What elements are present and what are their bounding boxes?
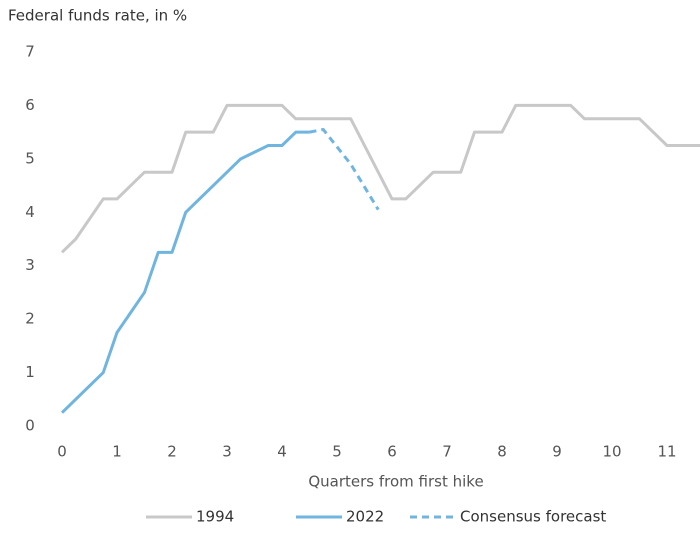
x-tick-label: 3 (222, 443, 232, 461)
x-tick-label: 6 (387, 443, 397, 461)
series-line (60, 103, 700, 254)
legend-label: 2022 (346, 508, 384, 526)
x-tick-label: 9 (552, 443, 562, 461)
y-tick-label: 4 (25, 203, 35, 221)
x-tick-label: 4 (277, 443, 287, 461)
x-tick-label: 0 (57, 443, 67, 461)
x-axis-title: Quarters from first hike (308, 473, 483, 491)
series-line (60, 130, 310, 414)
y-tick-label: 5 (25, 149, 35, 167)
y-tick-label: 7 (25, 43, 35, 61)
series-line (309, 127, 380, 211)
x-tick-label: 2 (167, 443, 177, 461)
legend-label: Consensus forecast (460, 508, 606, 526)
y-tick-label: 3 (25, 256, 35, 274)
y-tick-label: 0 (25, 417, 35, 435)
x-tick-label: 7 (442, 443, 452, 461)
y-tick-label: 2 (25, 310, 35, 328)
x-tick-label: 8 (497, 443, 507, 461)
x-tick-label: 10 (602, 443, 621, 461)
legend-label: 1994 (196, 508, 234, 526)
x-tick-label: 5 (332, 443, 342, 461)
y-tick-label: 1 (25, 363, 35, 381)
y-axis-title: Federal funds rate, in % (8, 7, 187, 25)
x-tick-label: 1 (112, 443, 122, 461)
x-tick-label: 11 (657, 443, 676, 461)
y-tick-label: 6 (25, 96, 35, 114)
